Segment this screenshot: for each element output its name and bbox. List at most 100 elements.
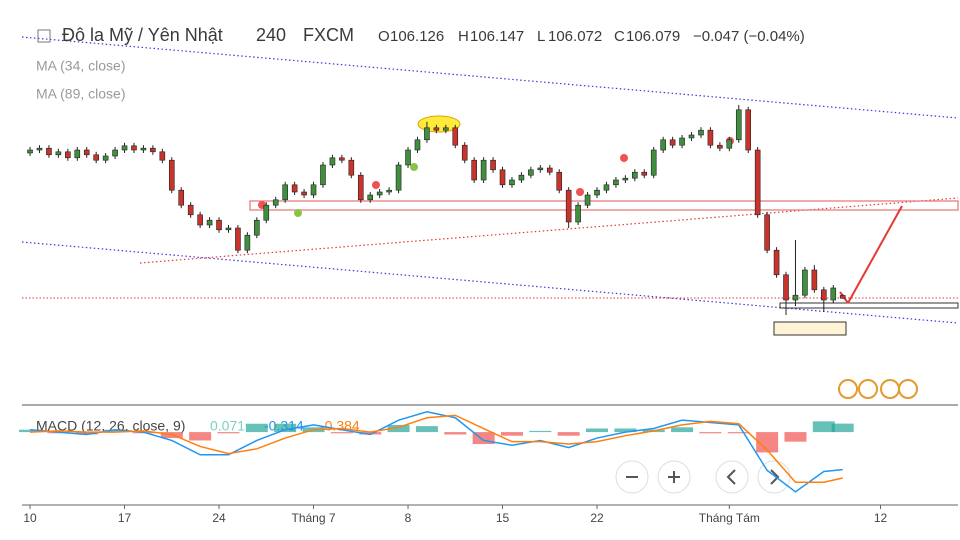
candle-body [414, 139, 421, 151]
candle-body [263, 204, 270, 221]
candle-body [102, 155, 109, 161]
candle-body [244, 234, 251, 251]
candle-body [150, 147, 156, 153]
macd-histogram-bar [500, 432, 523, 436]
candle-body [55, 151, 62, 156]
candle-body [395, 164, 402, 191]
event-icon [858, 379, 878, 399]
candle-body [811, 269, 818, 291]
candle-body [679, 137, 685, 146]
projection [847, 205, 903, 304]
x-tick-label: 22 [590, 511, 604, 525]
macd-histogram-bar [586, 428, 609, 433]
macd-histogram-bar [812, 421, 835, 433]
event-icons [838, 379, 918, 399]
candle-body [461, 144, 468, 161]
candle-body [575, 204, 581, 223]
candle-body [490, 159, 496, 171]
candle-body [376, 191, 383, 196]
interval: 240 [256, 25, 286, 45]
candle-body [830, 287, 837, 301]
zone-box [249, 200, 959, 211]
candle-body [433, 127, 440, 131]
x-tick-label: Tháng Tám [699, 511, 760, 525]
zoom-in-button[interactable] [657, 460, 691, 494]
candle-body [131, 145, 137, 151]
macd-histogram-bar [189, 432, 212, 441]
candle-body [74, 149, 81, 159]
macd-label: MACD (12, 26, close, 9) [36, 418, 185, 434]
candle-body [792, 294, 799, 301]
ohlc-label: L [537, 28, 545, 45]
candle-body [159, 151, 166, 161]
candle-body [357, 174, 364, 201]
x-tick-label: 24 [212, 511, 226, 525]
candle-body [735, 109, 742, 141]
candle-body [367, 194, 374, 201]
candle-body [650, 149, 657, 176]
macd-histogram-bar [104, 429, 127, 433]
ohlc-value: 106.072 [548, 28, 602, 45]
ohlc-value: 106.147 [470, 28, 524, 45]
macd-line [29, 411, 843, 493]
ohlc-label: O [378, 28, 390, 45]
candle-body [225, 227, 232, 231]
candle-body [216, 219, 222, 231]
candle-body [565, 189, 572, 223]
candle-body [121, 145, 128, 151]
x-tick-label: 15 [496, 511, 510, 525]
event-icon [838, 379, 858, 399]
x-tick-label: 8 [405, 511, 412, 525]
candle-body [632, 171, 638, 179]
candle-body [537, 167, 544, 171]
candle-body [773, 249, 780, 276]
candle-body [178, 189, 185, 206]
candle-body [764, 214, 770, 251]
candle-body [707, 129, 714, 146]
candle-body [546, 167, 553, 173]
macd-histogram-bar [557, 432, 580, 436]
macd-histogram-bar [671, 427, 694, 433]
drawings [21, 29, 959, 506]
indicator-label: MA (34, close) [36, 58, 125, 74]
macd-histogram-bar [472, 432, 495, 445]
candle-body [480, 159, 487, 181]
ohlc-value: 106.079 [626, 28, 680, 45]
candle-body [187, 204, 194, 216]
candle-body [320, 164, 326, 186]
scroll-left-button[interactable] [715, 460, 749, 494]
event-icon [898, 379, 918, 399]
candle-body [36, 147, 43, 151]
candle-body [112, 149, 118, 157]
signal-dot [410, 163, 418, 171]
candle-body [310, 184, 317, 196]
candle-body [168, 159, 175, 191]
candle-body [254, 219, 260, 236]
candle-body [754, 149, 761, 216]
x-tick-label: 10 [23, 511, 37, 525]
macd-histogram-bar [387, 424, 410, 433]
signal-dot [372, 181, 380, 189]
x-tick-label: 12 [874, 511, 888, 525]
candle-body [821, 289, 827, 301]
macd-histogram-bar [756, 432, 779, 453]
candle-body [206, 219, 213, 226]
candle-body [584, 194, 591, 206]
candle-body [688, 134, 695, 139]
candle-body [424, 127, 430, 141]
candle-body [348, 159, 355, 176]
scroll-right-button[interactable] [757, 460, 791, 494]
candle-body [46, 147, 52, 156]
trend-line [21, 241, 959, 324]
zoom-out-button[interactable] [615, 460, 649, 494]
indicator-label: MA (89, close) [36, 86, 125, 102]
candle-body [613, 179, 619, 186]
candle-body [272, 199, 279, 206]
macd-histogram-bar [75, 432, 98, 435]
symbol-title: Đô la Mỹ / Yên Nhật [62, 25, 223, 45]
candle-body [329, 157, 336, 166]
candle-body [698, 129, 704, 136]
zone-box [773, 321, 847, 336]
